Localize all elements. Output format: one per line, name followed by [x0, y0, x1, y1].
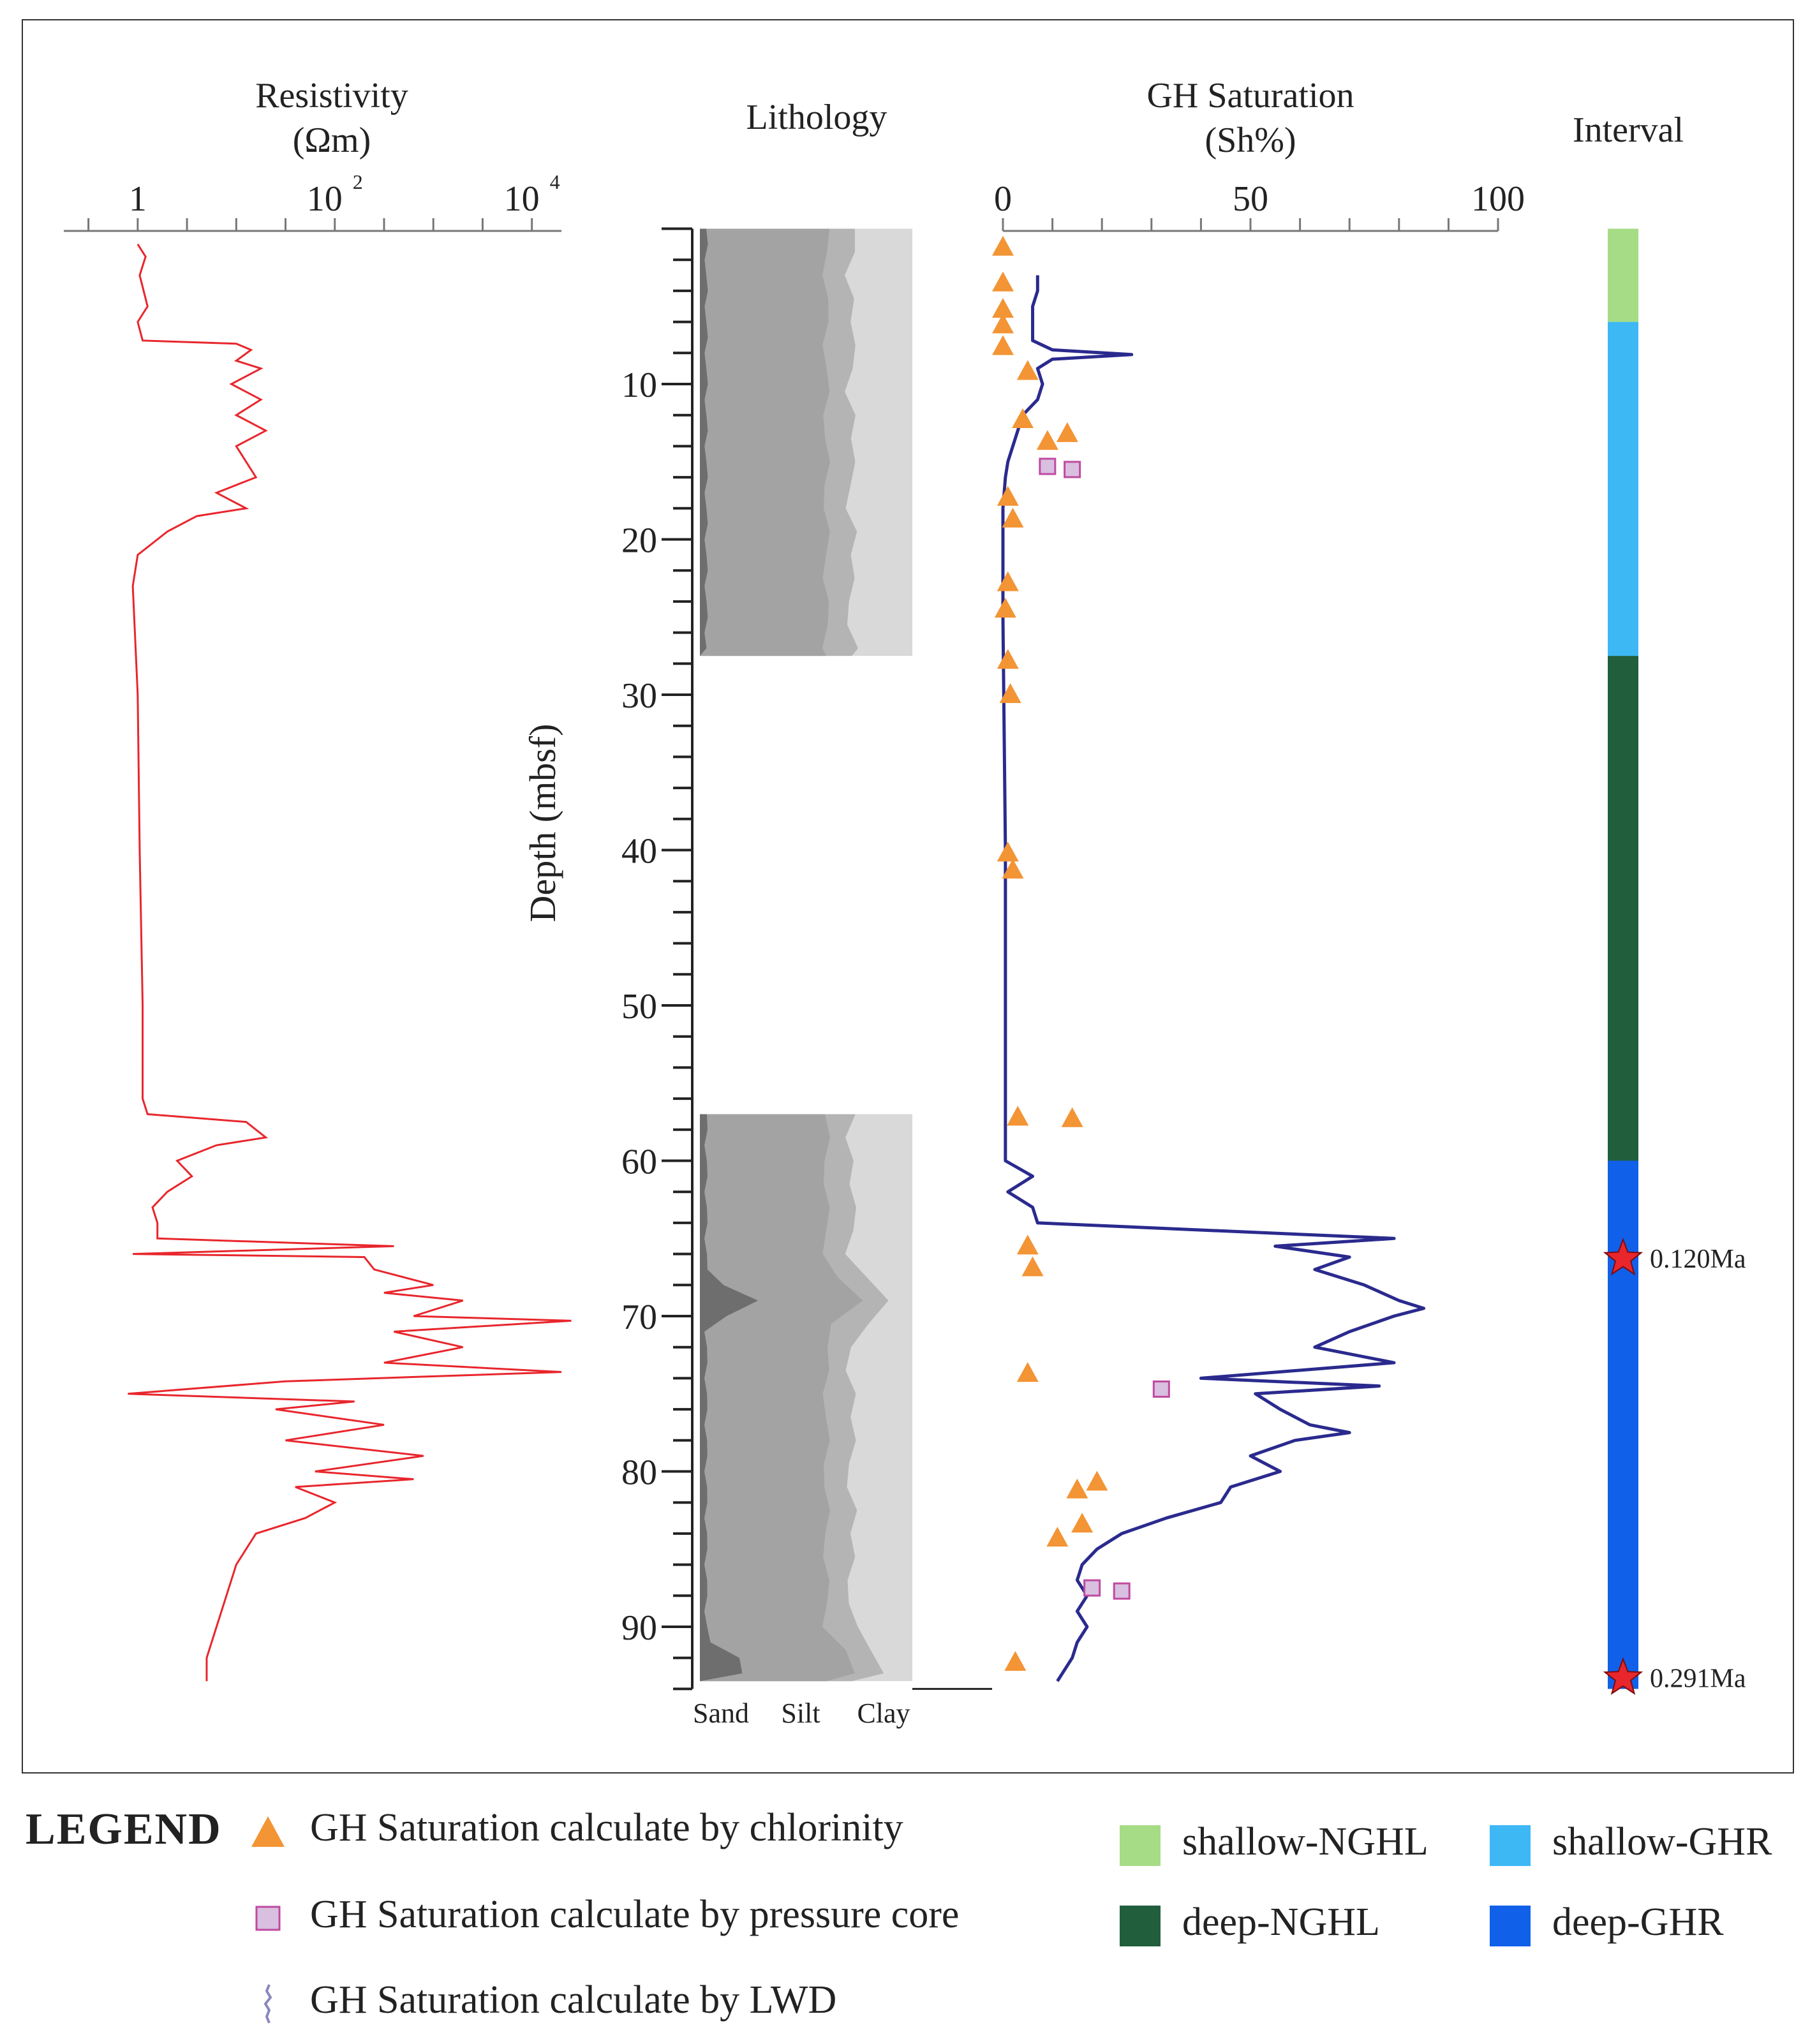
- chlorinity-point: [1012, 408, 1034, 429]
- legend-chlorinity: GH Saturation calculate by chlorinity: [248, 1805, 903, 1852]
- depth-tick-label: 80: [621, 1453, 657, 1493]
- chlorinity-point: [1061, 1107, 1083, 1127]
- lithology-sand-fill: [700, 1114, 759, 1682]
- resistivity-tick-exponent: 4: [550, 170, 560, 193]
- chlorinity-point: [1004, 1651, 1027, 1671]
- chlorinity-point: [992, 235, 1014, 256]
- chlorinity-point: [1002, 859, 1024, 879]
- resistivity-tick-label: 1: [129, 179, 147, 219]
- depth-tick-label: 30: [621, 676, 657, 716]
- interval-segment-shallow-NGHL: [1608, 228, 1638, 322]
- depth-tick-label: 50: [621, 987, 657, 1026]
- depth-axis-label: Depth (mbsf): [522, 724, 563, 922]
- chlorinity-point: [992, 335, 1014, 355]
- saturation-tick-label: 50: [1233, 179, 1268, 219]
- lithology-axis-label: Silt: [781, 1698, 820, 1729]
- legend-shallow-nghl-label: shallow-NGHL: [1182, 1820, 1428, 1863]
- legend-lwd-label: GH Saturation calculate by LWD: [310, 1978, 837, 2022]
- chlorinity-point: [1021, 1256, 1044, 1277]
- chlorinity-point: [1046, 1527, 1069, 1547]
- chlorinity-point: [1066, 1478, 1088, 1499]
- lwd-line-icon: [263, 1984, 272, 2024]
- resistivity-tick-exponent: 2: [353, 170, 363, 193]
- deep-nghl-swatch: [1120, 1905, 1161, 1946]
- square-marker-icon: [255, 1906, 281, 1931]
- legend-pressure-core: GH Saturation calculate by pressure core: [248, 1892, 959, 1939]
- saturation-title: GH Saturation: [1146, 76, 1354, 115]
- resistivity-curve: [128, 244, 572, 1682]
- legend-shallow-ghr-label: shallow-GHR: [1552, 1820, 1772, 1863]
- chlorinity-point: [1016, 1234, 1039, 1255]
- shallow-ghr-swatch: [1490, 1825, 1531, 1866]
- depth-tick-label: 70: [621, 1298, 657, 1337]
- saturation-tick-label: 100: [1471, 179, 1525, 219]
- legend-chlorinity-label: GH Saturation calculate by chlorinity: [310, 1806, 903, 1849]
- depth-tick-label: 10: [621, 366, 657, 405]
- interval-segment-deep-NGHL: [1608, 656, 1638, 1161]
- age-marker-star: [1603, 1238, 1643, 1276]
- legend-deep-ghr-label: deep-GHR: [1552, 1900, 1724, 1944]
- chlorinity-point: [994, 598, 1016, 618]
- chlorinity-point: [1016, 1362, 1039, 1382]
- depth-tick-label: 90: [621, 1608, 657, 1648]
- resistivity-title: Resistivity: [255, 76, 408, 115]
- chlorinity-point: [1002, 507, 1024, 528]
- chlorinity-point: [1016, 360, 1039, 380]
- chlorinity-point: [1071, 1513, 1094, 1533]
- pressure-core-point: [1152, 1380, 1170, 1398]
- chlorinity-point: [997, 485, 1019, 506]
- lithology-title: Lithology: [746, 98, 887, 137]
- triangle-marker-icon: [251, 1816, 285, 1847]
- chlorinity-point: [997, 649, 1019, 669]
- legend-shallow-nghl: shallow-NGHL: [1120, 1819, 1428, 1866]
- deep-ghr-swatch: [1490, 1905, 1531, 1946]
- resistivity-tick-label: 10: [504, 179, 540, 219]
- legend-title: LEGEND: [26, 1805, 222, 1854]
- lithology-silt-dark-fill: [700, 228, 830, 656]
- interval-segment-shallow-GHR: [1608, 322, 1638, 656]
- depth-tick-label: 20: [621, 521, 657, 561]
- legend-deep-ghr: deep-GHR: [1490, 1900, 1724, 1946]
- age-marker-label: 0.120Ma: [1650, 1245, 1746, 1274]
- saturation-unit: (Sh%): [1205, 121, 1296, 160]
- chlorinity-point: [992, 271, 1014, 292]
- legend-lwd: GH Saturation calculate by LWD: [248, 1978, 836, 2024]
- well-log-chart: 1 10 2 10 4 10 20 30 40 50 60 70 80 90 Depth (mbsf) San…: [64, 170, 1746, 1729]
- chlorinity-point: [997, 841, 1019, 862]
- legend-deep-nghl-label: deep-NGHL: [1182, 1900, 1380, 1944]
- lwd-saturation-curve: [1001, 275, 1426, 1682]
- saturation-tick-label: 0: [994, 179, 1012, 219]
- pressure-core-point: [1064, 461, 1081, 478]
- chlorinity-point: [1007, 1106, 1029, 1126]
- chlorinity-point: [992, 313, 1014, 334]
- lithology-silt-dark-fill: [700, 1114, 863, 1682]
- chlorinity-point: [999, 683, 1021, 703]
- chlorinity-point: [1036, 430, 1058, 450]
- depth-tick-label: 60: [621, 1143, 657, 1182]
- age-marker-star: [1603, 1657, 1643, 1695]
- chlorinity-point: [1056, 422, 1078, 442]
- legend-pressure-core-label: GH Saturation calculate by pressure core: [310, 1893, 960, 1936]
- chlorinity-point: [997, 571, 1019, 591]
- shallow-nghl-swatch: [1120, 1825, 1161, 1866]
- chlorinity-point: [992, 298, 1014, 318]
- figure-frame: [22, 19, 1794, 1774]
- lithology-axis-label: Sand: [693, 1698, 749, 1729]
- age-marker-label: 0.291Ma: [1650, 1664, 1746, 1693]
- resistivity-tick-label: 10: [307, 179, 343, 219]
- resistivity-unit: (Ωm): [292, 121, 371, 160]
- legend-shallow-ghr: shallow-GHR: [1490, 1819, 1772, 1866]
- chlorinity-point: [1086, 1470, 1108, 1491]
- pressure-core-point: [1083, 1579, 1101, 1597]
- lithology-axis-label: Clay: [857, 1698, 910, 1729]
- pressure-core-point: [1113, 1582, 1131, 1600]
- legend-deep-nghl: deep-NGHL: [1120, 1900, 1380, 1946]
- pressure-core-point: [1039, 457, 1057, 475]
- interval-title: Interval: [1572, 110, 1684, 150]
- lithology-sand-fill: [700, 228, 708, 656]
- depth-tick-label: 40: [621, 832, 657, 871]
